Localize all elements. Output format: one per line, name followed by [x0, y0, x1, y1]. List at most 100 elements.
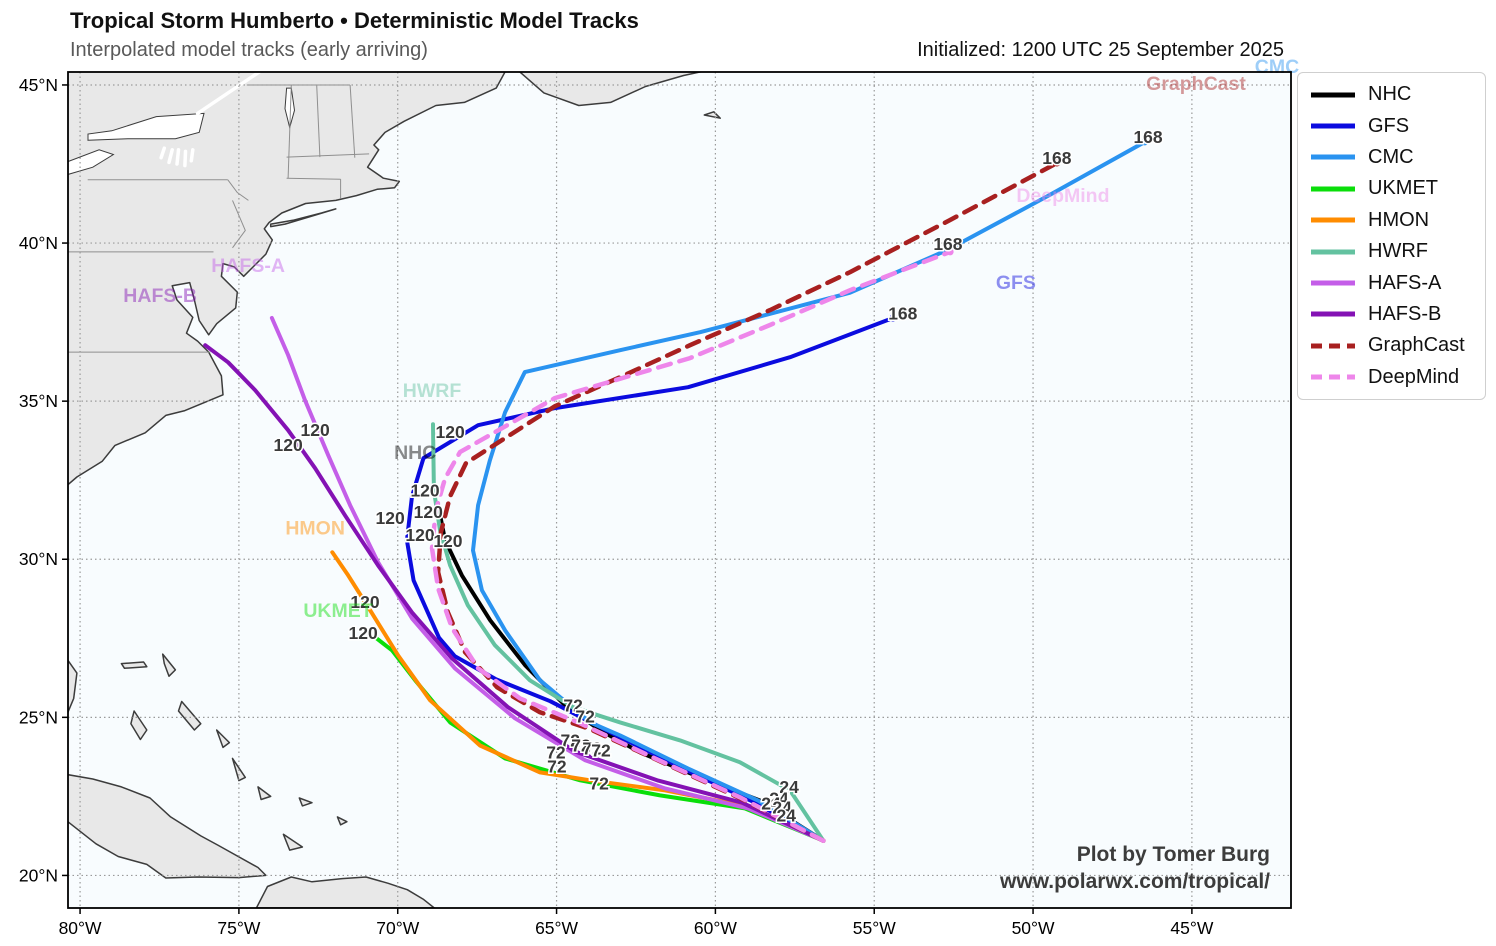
x-tick-label: 45°W [1170, 918, 1213, 938]
state-border [286, 177, 341, 180]
forecast-hour-label: 168 [1042, 148, 1071, 168]
initialized-time: Initialized: 1200 UTC 25 September 2025 [917, 39, 1284, 61]
track-cmc [471, 139, 1147, 843]
land-polygon [161, 653, 177, 677]
legend-label: NHC [1368, 83, 1412, 106]
forecast-hour-label: 72 [575, 706, 595, 726]
legend: NHC GFS CMC UKMET HMON HWRF HAFS-A HAFS-B GraphC… [1297, 72, 1486, 400]
x-tick-label: 50°W [1012, 918, 1055, 938]
legend-line-sample [1311, 280, 1355, 286]
legend-line-sample [1311, 374, 1355, 380]
track-endpoint-graphcast [1053, 159, 1061, 167]
legend-line-sample [1311, 217, 1355, 223]
land-polygon [269, 208, 337, 228]
watermark-url: www.polarwx.com/tropical/ [1000, 870, 1270, 893]
land-polygon [518, 72, 704, 107]
legend-item-hafs-a: HAFS-A [1310, 272, 1485, 295]
track-endpoint-cmc [1141, 138, 1149, 146]
land-polygon [336, 816, 348, 826]
track-hafs-a [269, 316, 826, 843]
page-title: Tropical Storm Humberto • Deterministic … [70, 8, 639, 33]
x-tick-label: 60°W [694, 918, 737, 938]
legend-label: GFS [1368, 114, 1410, 137]
watermark-author: Plot by Tomer Burg [1076, 843, 1270, 866]
legend-line-sample [1311, 311, 1355, 317]
river [167, 148, 174, 165]
legend-label: GraphCast [1368, 334, 1465, 357]
forecast-hour-label: 72 [547, 756, 567, 776]
y-tick-label: 35°N [19, 391, 58, 411]
land-polygon [257, 786, 272, 801]
forecast-hour-label: 24 [761, 793, 781, 813]
state-border [227, 179, 249, 201]
forecast-hour-label: 120 [436, 422, 465, 442]
forecast-hour-label: 72 [563, 695, 583, 715]
model-name-label-ukmet: UKMET [303, 600, 372, 622]
forecast-hour-label: 168 [933, 234, 962, 254]
model-name-label-nhc: NHC [394, 442, 436, 464]
model-name-label-graphcast: GraphCast [1146, 73, 1246, 95]
forecast-hour-label: 120 [301, 420, 330, 440]
forecast-hour-label: 120 [350, 592, 379, 612]
model-name-label-hwrf: HWRF [403, 380, 462, 402]
model-name-label-hafs-a: HAFS-A [211, 255, 285, 277]
river [175, 148, 181, 166]
forecast-hour-label: 24 [779, 777, 799, 797]
legend-item-hafs-b: HAFS-B [1310, 303, 1485, 326]
forecast-hour-label: 72 [571, 735, 591, 755]
legend-line-sample [1311, 343, 1355, 349]
legend-item-deepmind: DeepMind [1310, 366, 1485, 389]
x-tick-label: 55°W [853, 918, 896, 938]
legend-label: CMC [1368, 145, 1414, 168]
river [195, 72, 263, 116]
legend-item-hwrf: HWRF [1310, 240, 1485, 263]
legend-label: HMON [1368, 208, 1430, 231]
forecast-hour-label: 72 [560, 730, 580, 750]
legend-item-cmc: CMC [1310, 146, 1485, 169]
y-tick-label: 40°N [19, 233, 58, 253]
legend-item-gfs: GFS [1310, 115, 1485, 138]
legend-label: UKMET [1368, 177, 1438, 200]
y-tick-label: 25°N [19, 707, 58, 727]
lake [68, 149, 115, 175]
x-tick-label: 75°W [217, 918, 260, 938]
forecast-hour-label: 72 [582, 738, 602, 758]
legend-label: HAFS-B [1368, 302, 1442, 325]
legend-line-sample [1311, 249, 1355, 255]
river [183, 149, 188, 168]
land-polygon [120, 661, 148, 670]
river [189, 148, 195, 163]
forecast-hour-label: 120 [349, 623, 378, 643]
state-border [287, 84, 292, 179]
track-hafs-b [203, 343, 826, 843]
legend-line-sample [1311, 92, 1355, 98]
x-tick-label: 65°W [535, 918, 578, 938]
track-deepmind [429, 249, 953, 843]
land-polygon [68, 659, 78, 714]
plot-frame [67, 71, 1292, 909]
legend-label: HAFS-A [1368, 271, 1442, 294]
legend-label: DeepMind [1368, 365, 1460, 388]
state-border [286, 153, 370, 158]
track-graphcast [435, 160, 1060, 843]
land-polygon [703, 111, 721, 119]
legend-line-sample [1311, 186, 1355, 192]
legend-item-hmon: HMON [1310, 209, 1485, 232]
forecast-hour-label: 72 [589, 773, 609, 793]
track-endpoint-gfs [889, 314, 897, 322]
forecast-hour-label: 24 [777, 805, 797, 825]
model-name-label-deepmind: DeepMind [1016, 185, 1109, 207]
y-tick-label: 30°N [19, 549, 58, 569]
track-endpoint-deepmind [946, 248, 954, 256]
forecast-hour-label: 72 [546, 742, 566, 762]
land-polygon [282, 833, 304, 851]
forecast-hour-label: 120 [433, 531, 462, 551]
state-border [349, 84, 356, 158]
y-tick-label: 45°N [19, 75, 58, 95]
forecast-hour-label: 120 [410, 480, 439, 500]
model-name-label-gfs: GFS [996, 272, 1036, 294]
forecast-hour-label: 24 [772, 797, 792, 817]
model-name-label-hafs-b: HAFS-B [123, 285, 197, 307]
